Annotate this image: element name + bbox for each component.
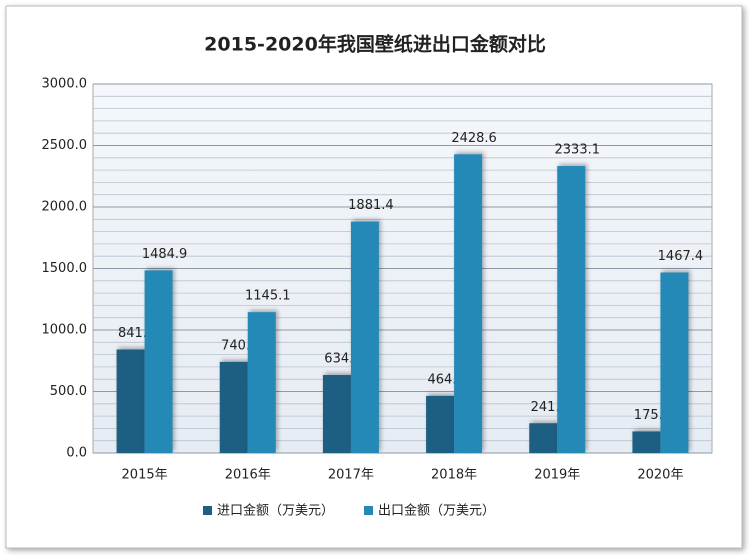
bar <box>529 423 558 453</box>
value-label: 1484.9 <box>142 247 188 262</box>
x-tick-label: 2015年 <box>122 468 168 483</box>
x-tick-label: 2016年 <box>225 468 271 483</box>
legend-label: 进口金额（万美元） <box>217 503 334 519</box>
x-tick-label: 2020年 <box>637 468 683 483</box>
bar <box>632 431 661 453</box>
value-label: 1145.1 <box>245 289 291 304</box>
bar <box>557 166 586 454</box>
value-label: 1467.4 <box>658 249 704 264</box>
bar <box>219 361 248 453</box>
bar <box>660 272 689 453</box>
value-label: 1881.4 <box>348 198 394 213</box>
x-tick-label: 2017年 <box>328 468 374 483</box>
bar <box>454 154 483 453</box>
value-label: 2428.6 <box>451 131 497 146</box>
y-tick-label: 1500.0 <box>42 261 88 276</box>
legend-swatch <box>364 506 374 515</box>
y-tick-label: 0.0 <box>66 446 87 461</box>
bar <box>144 270 173 453</box>
x-tick-label: 2018年 <box>431 468 477 483</box>
y-tick-label: 1000.0 <box>42 323 88 338</box>
y-tick-label: 2500.0 <box>42 138 88 153</box>
y-tick-label: 3000.0 <box>42 77 88 92</box>
bar <box>116 349 145 453</box>
bar <box>247 312 276 453</box>
y-tick-label: 500.0 <box>50 384 87 399</box>
legend-label: 出口金额（万美元） <box>378 503 495 519</box>
chart-title: 2015-2020年我国壁纸进出口金额对比 <box>204 33 546 56</box>
bar <box>322 375 351 453</box>
legend-swatch <box>203 506 212 515</box>
y-tick-label: 2000.0 <box>42 200 88 215</box>
x-tick-label: 2019年 <box>534 468 580 483</box>
bar <box>426 395 455 453</box>
bar <box>350 221 379 453</box>
value-label: 2333.1 <box>555 143 601 158</box>
